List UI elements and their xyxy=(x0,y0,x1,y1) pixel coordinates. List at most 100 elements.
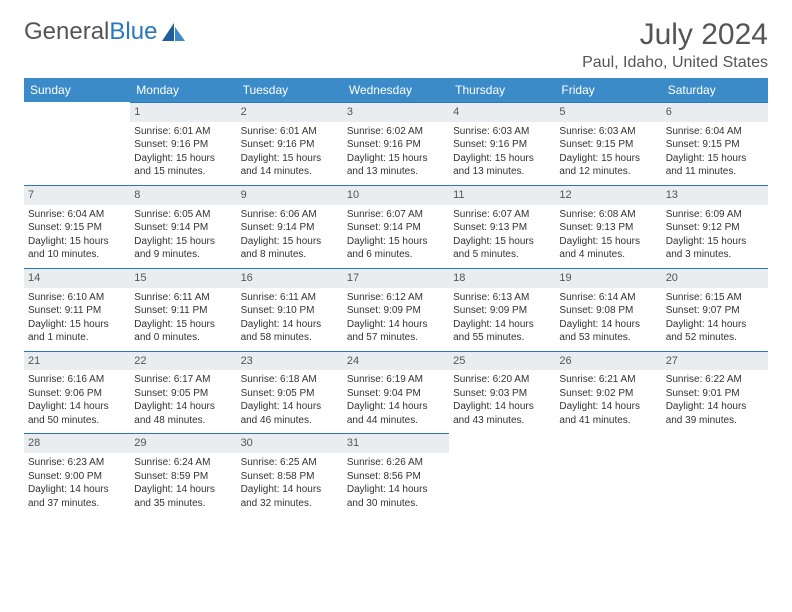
calendar-cell: 4Sunrise: 6:03 AMSunset: 9:16 PMDaylight… xyxy=(449,102,555,185)
detail-line: Daylight: 15 hours xyxy=(241,152,339,166)
detail-line: Sunrise: 6:17 AM xyxy=(134,373,232,387)
calendar-cell: 30Sunrise: 6:25 AMSunset: 8:58 PMDayligh… xyxy=(237,433,343,516)
detail-line: Sunrise: 6:21 AM xyxy=(559,373,657,387)
detail-line: Sunset: 9:03 PM xyxy=(453,387,551,401)
detail-line: Sunset: 9:01 PM xyxy=(666,387,764,401)
calendar-cell: 12Sunrise: 6:08 AMSunset: 9:13 PMDayligh… xyxy=(555,185,661,268)
detail-line: Sunrise: 6:11 AM xyxy=(241,291,339,305)
detail-line: Daylight: 14 hours xyxy=(241,400,339,414)
day-number: 30 xyxy=(237,433,343,453)
weekday-header: Thursday xyxy=(449,78,555,102)
calendar-cell: 27Sunrise: 6:22 AMSunset: 9:01 PMDayligh… xyxy=(662,351,768,434)
detail-line: and 58 minutes. xyxy=(241,331,339,345)
detail-line: Daylight: 14 hours xyxy=(28,483,126,497)
detail-line: Daylight: 15 hours xyxy=(347,235,445,249)
detail-line: Daylight: 15 hours xyxy=(134,235,232,249)
day-details: Sunrise: 6:06 AMSunset: 9:14 PMDaylight:… xyxy=(241,208,339,262)
detail-line: and 55 minutes. xyxy=(453,331,551,345)
detail-line: Sunset: 8:56 PM xyxy=(347,470,445,484)
day-number: 16 xyxy=(237,268,343,288)
detail-line: and 4 minutes. xyxy=(559,248,657,262)
detail-line: Sunset: 9:14 PM xyxy=(347,221,445,235)
detail-line: Sunset: 9:15 PM xyxy=(666,138,764,152)
calendar-cell: 29Sunrise: 6:24 AMSunset: 8:59 PMDayligh… xyxy=(130,433,236,516)
day-number: 14 xyxy=(24,268,130,288)
day-details: Sunrise: 6:14 AMSunset: 9:08 PMDaylight:… xyxy=(559,291,657,345)
detail-line: Daylight: 15 hours xyxy=(347,152,445,166)
day-number: 29 xyxy=(130,433,236,453)
day-number: 2 xyxy=(237,102,343,122)
detail-line: Sunset: 9:00 PM xyxy=(28,470,126,484)
day-number: 21 xyxy=(24,351,130,371)
detail-line: Sunset: 9:13 PM xyxy=(559,221,657,235)
detail-line: Daylight: 15 hours xyxy=(28,235,126,249)
detail-line: Sunrise: 6:07 AM xyxy=(347,208,445,222)
detail-line: Sunset: 9:16 PM xyxy=(347,138,445,152)
detail-line: Sunset: 9:02 PM xyxy=(559,387,657,401)
detail-line: Daylight: 14 hours xyxy=(134,400,232,414)
detail-line: Sunrise: 6:05 AM xyxy=(134,208,232,222)
weekday-header: Saturday xyxy=(662,78,768,102)
detail-line: Sunset: 9:08 PM xyxy=(559,304,657,318)
detail-line: Daylight: 14 hours xyxy=(559,318,657,332)
weekday-header: Monday xyxy=(130,78,236,102)
day-number: 23 xyxy=(237,351,343,371)
calendar-cell: 19 Sunrise: 6:14 AMSunset: 9:08 PMDayligh… xyxy=(555,268,661,351)
detail-line: Sunrise: 6:01 AM xyxy=(134,125,232,139)
detail-line: Daylight: 14 hours xyxy=(453,400,551,414)
detail-line: and 37 minutes. xyxy=(28,497,126,511)
calendar-cell xyxy=(24,102,130,185)
day-number: 19 xyxy=(555,268,661,288)
detail-line: and 8 minutes. xyxy=(241,248,339,262)
title-block: July 2024 Paul, Idaho, United States xyxy=(582,18,768,72)
day-number: 26 xyxy=(555,351,661,371)
calendar-cell: 21Sunrise: 6:16 AMSunset: 9:06 PMDayligh… xyxy=(24,351,130,434)
day-details: Sunrise: 6:17 AMSunset: 9:05 PMDaylight:… xyxy=(134,373,232,427)
detail-line: Daylight: 14 hours xyxy=(347,400,445,414)
calendar-cell: 14 Sunrise: 6:10 AMSunset: 9:11 PMDayligh… xyxy=(24,268,130,351)
calendar-cell: 7Sunrise: 6:04 AMSunset: 9:15 PMDaylight… xyxy=(24,185,130,268)
day-details: Sunrise: 6:10 AMSunset: 9:11 PMDaylight:… xyxy=(28,291,126,345)
detail-line: Sunset: 9:05 PM xyxy=(134,387,232,401)
calendar-cell: 31Sunrise: 6:26 AMSunset: 8:56 PMDayligh… xyxy=(343,433,449,516)
detail-line: Sunset: 9:13 PM xyxy=(453,221,551,235)
detail-line: Sunrise: 6:26 AM xyxy=(347,456,445,470)
sail-icon xyxy=(161,21,187,43)
detail-line: and 1 minute. xyxy=(28,331,126,345)
day-number: 17 xyxy=(343,268,449,288)
calendar-week-row: 28Sunrise: 6:23 AMSunset: 9:00 PMDayligh… xyxy=(24,433,768,516)
calendar-cell: 13Sunrise: 6:09 AMSunset: 9:12 PMDayligh… xyxy=(662,185,768,268)
detail-line: and 32 minutes. xyxy=(241,497,339,511)
calendar-cell: 18Sunrise: 6:13 AMSunset: 9:09 PMDayligh… xyxy=(449,268,555,351)
calendar-cell: 5Sunrise: 6:03 AMSunset: 9:15 PMDaylight… xyxy=(555,102,661,185)
detail-line: Sunrise: 6:24 AM xyxy=(134,456,232,470)
detail-line: Sunrise: 6:03 AM xyxy=(453,125,551,139)
detail-line: Sunrise: 6:03 AM xyxy=(559,125,657,139)
detail-line: Sunset: 9:14 PM xyxy=(134,221,232,235)
day-number: 9 xyxy=(237,185,343,205)
day-number: 10 xyxy=(343,185,449,205)
detail-line: and 44 minutes. xyxy=(347,414,445,428)
detail-line: Sunrise: 6:19 AM xyxy=(347,373,445,387)
weekday-header: Tuesday xyxy=(237,78,343,102)
detail-line: and 41 minutes. xyxy=(559,414,657,428)
detail-line: and 12 minutes. xyxy=(559,165,657,179)
day-details: Sunrise: 6:11 AMSunset: 9:11 PMDaylight:… xyxy=(134,291,232,345)
calendar-cell xyxy=(662,433,768,516)
detail-line: Sunset: 9:09 PM xyxy=(453,304,551,318)
detail-line: Sunrise: 6:18 AM xyxy=(241,373,339,387)
day-details: Sunrise: 6:03 AMSunset: 9:16 PMDaylight:… xyxy=(453,125,551,179)
detail-line: and 35 minutes. xyxy=(134,497,232,511)
calendar-cell: 16Sunrise: 6:11 AMSunset: 9:10 PMDayligh… xyxy=(237,268,343,351)
day-number: 24 xyxy=(343,351,449,371)
detail-line: Daylight: 15 hours xyxy=(559,235,657,249)
day-details: Sunrise: 6:13 AMSunset: 9:09 PMDaylight:… xyxy=(453,291,551,345)
detail-line: Daylight: 15 hours xyxy=(666,235,764,249)
detail-line: Sunset: 9:15 PM xyxy=(28,221,126,235)
weekday-header: Wednesday xyxy=(343,78,449,102)
calendar-table: SundayMondayTuesdayWednesdayThursdayFrid… xyxy=(24,78,768,516)
detail-line: Sunrise: 6:07 AM xyxy=(453,208,551,222)
detail-line: Sunset: 9:07 PM xyxy=(666,304,764,318)
detail-line: and 11 minutes. xyxy=(666,165,764,179)
detail-line: Sunrise: 6:25 AM xyxy=(241,456,339,470)
